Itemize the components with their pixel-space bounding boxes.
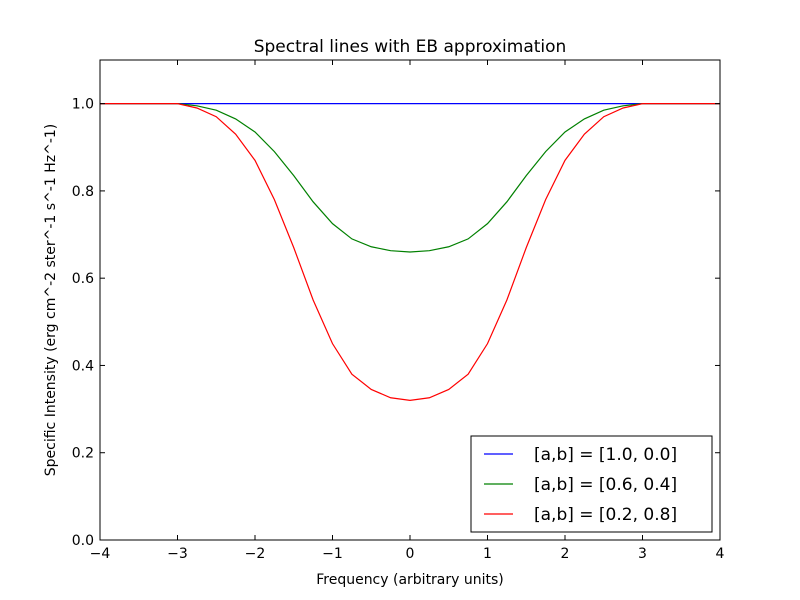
legend-label-2: [a,b] = [0.6, 0.4] (534, 475, 677, 495)
x-tick-label: −2 (245, 546, 266, 562)
x-tick-label: 2 (561, 546, 570, 562)
chart-title: Spectral lines with EB approximation (254, 37, 567, 57)
x-tick-label: −1 (322, 546, 343, 562)
series-line-2 (100, 103, 720, 253)
y-tick-label: 1.0 (72, 97, 94, 113)
y-tick-label: 0.0 (72, 533, 94, 549)
x-axis-ticks: −4 −3 −2 −1 0 1 2 3 4 (90, 60, 725, 562)
y-axis-label: Specific Intensity (erg cm^-2 ster^-1 s^… (43, 124, 59, 476)
y-tick-label: 0.2 (72, 446, 94, 462)
x-tick-label: 4 (716, 546, 725, 562)
x-tick-label: 3 (638, 546, 647, 562)
y-tick-label: 0.8 (72, 184, 94, 200)
y-tick-label: 0.6 (72, 271, 94, 287)
x-tick-label: −3 (167, 546, 188, 562)
legend-label-1: [a,b] = [1.0, 0.0] (534, 445, 677, 465)
y-axis-ticks: 0.0 0.2 0.4 0.6 0.8 1.0 (72, 97, 720, 549)
x-tick-label: 1 (483, 546, 492, 562)
x-tick-label: 0 (406, 546, 415, 562)
y-tick-label: 0.4 (72, 358, 94, 374)
legend: [a,b] = [1.0, 0.0] [a,b] = [0.6, 0.4] [a,b… (470, 435, 713, 533)
legend-label-3: [a,b] = [0.2, 0.8] (534, 505, 677, 525)
series-line-3 (100, 103, 720, 401)
x-tick-label: −4 (90, 546, 111, 562)
x-axis-label: Frequency (arbitrary units) (316, 572, 504, 588)
plot-area (100, 103, 720, 401)
